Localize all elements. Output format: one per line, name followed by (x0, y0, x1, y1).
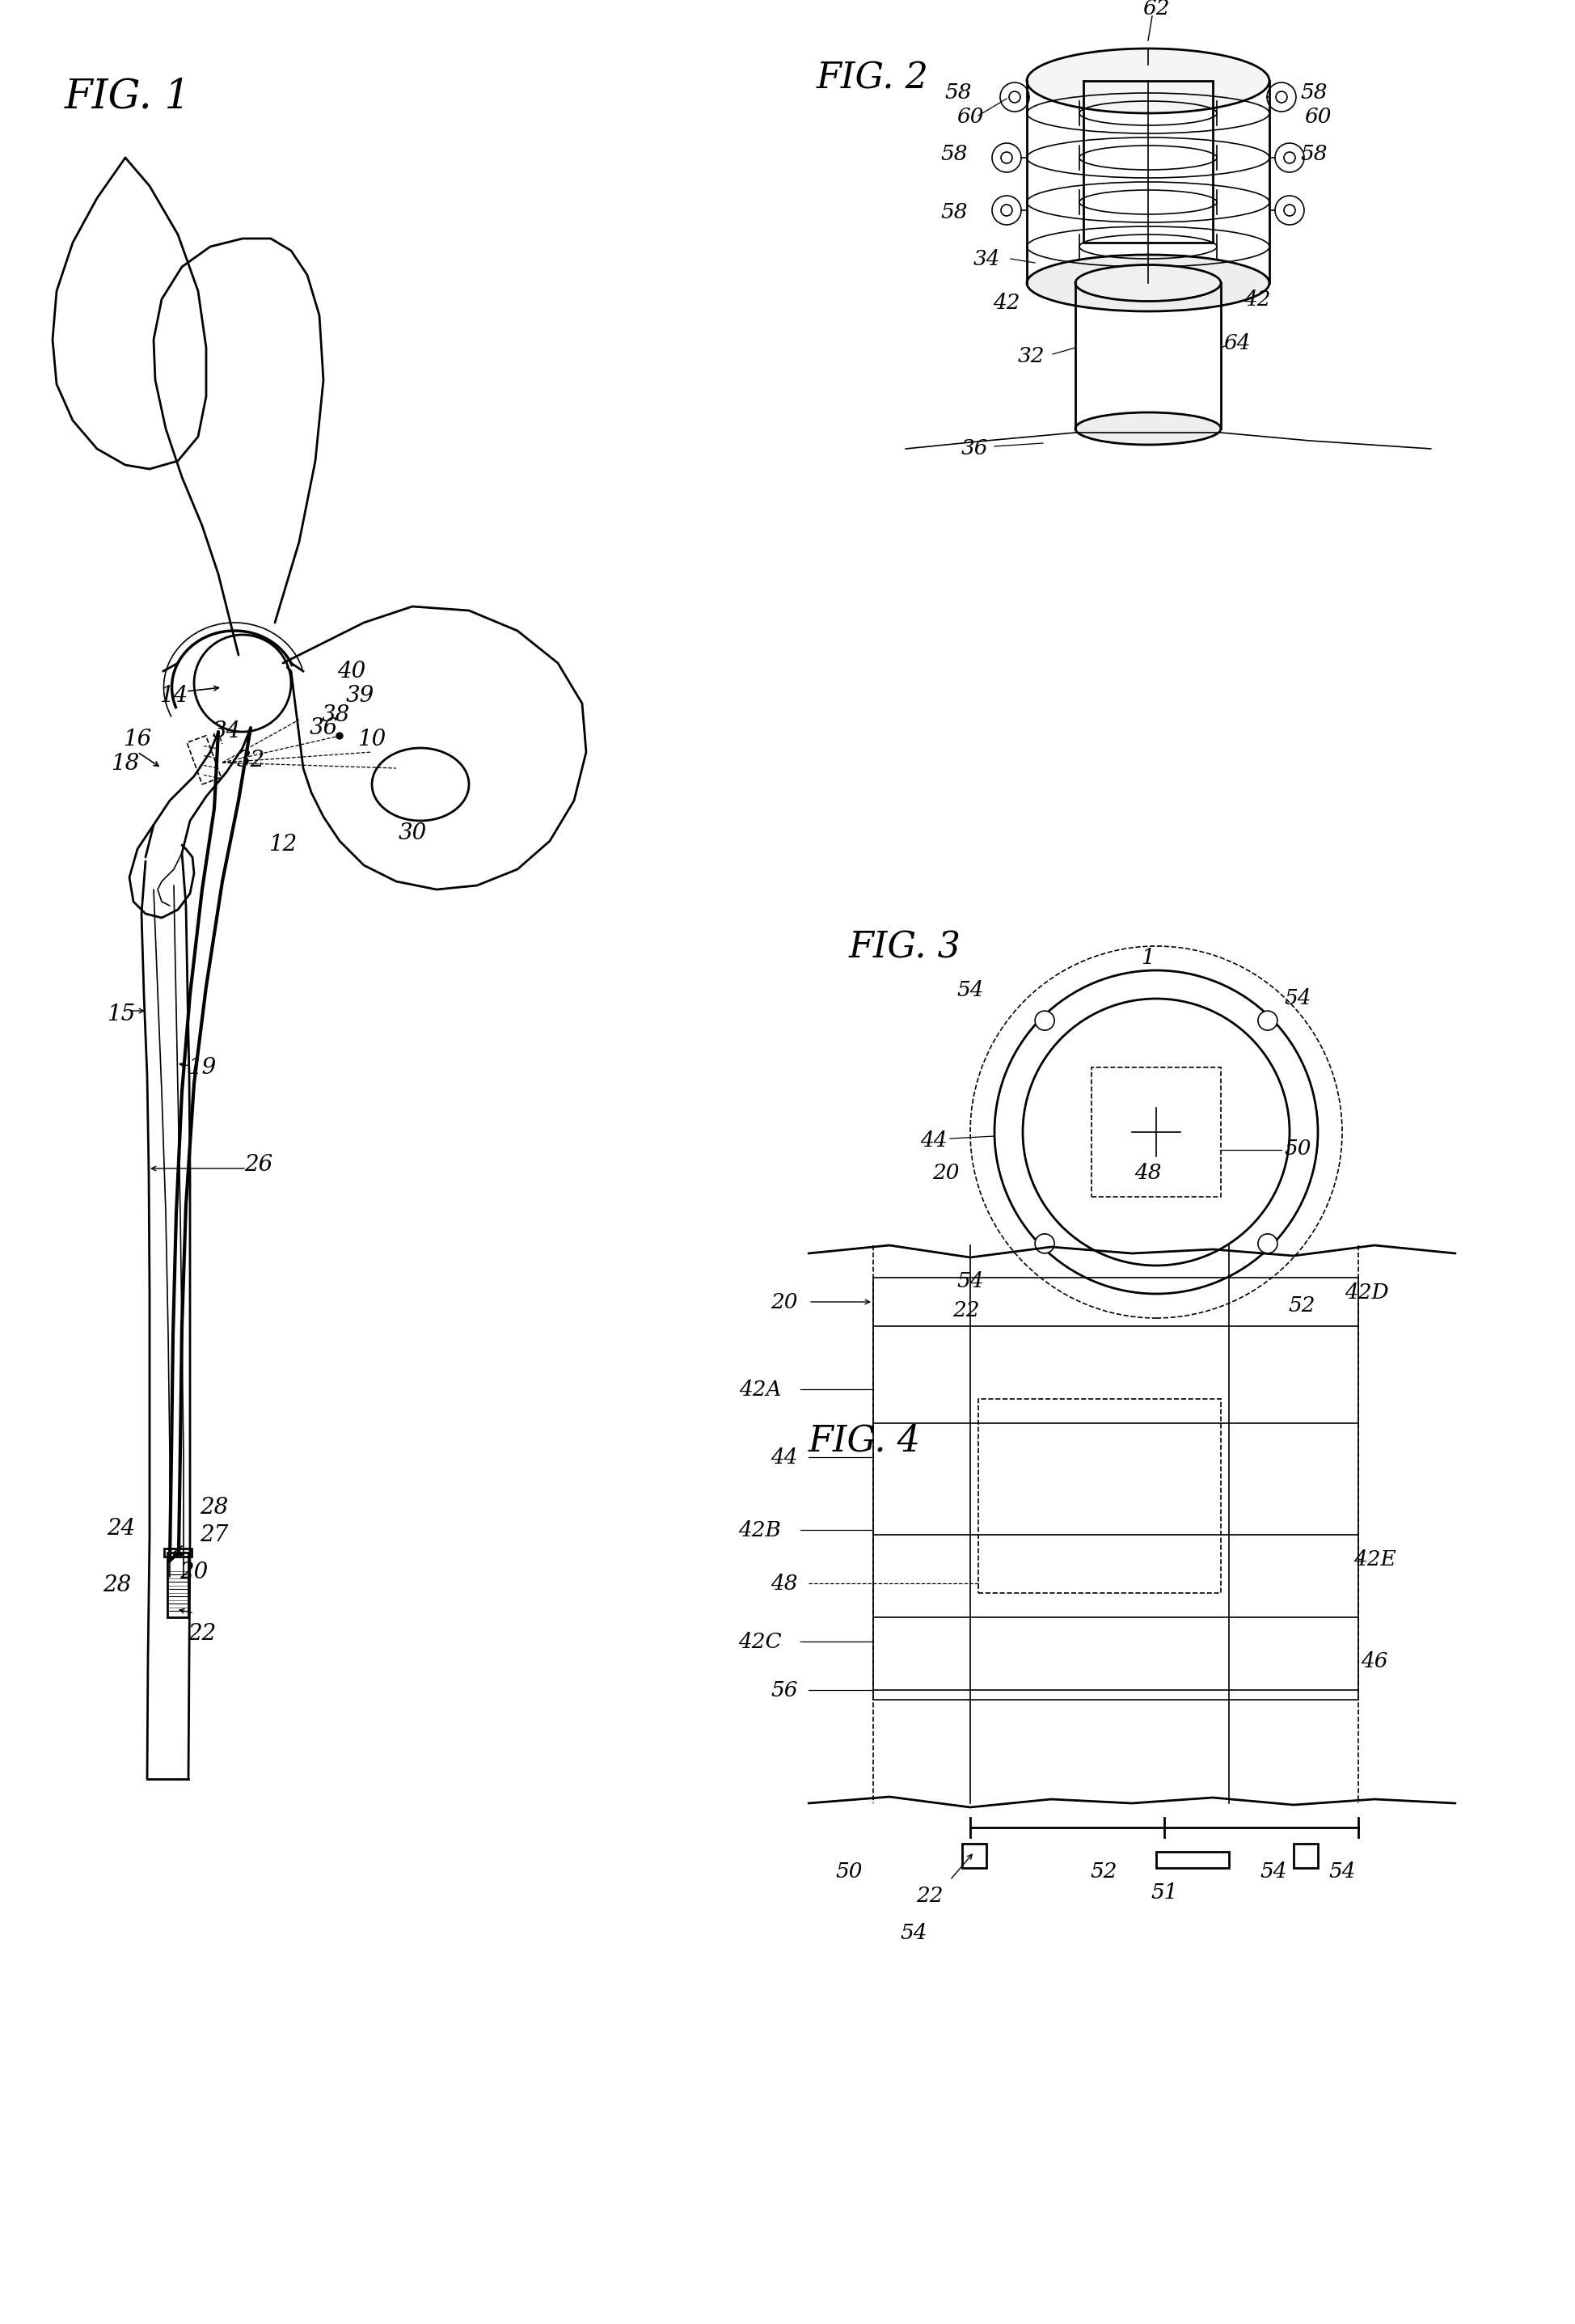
Text: 54: 54 (1329, 1862, 1356, 1882)
Text: 42A: 42A (739, 1378, 781, 1399)
Text: 40: 40 (337, 660, 365, 681)
Bar (187, 737, 220, 786)
Text: 26: 26 (244, 1153, 272, 1176)
Text: FIG. 2: FIG. 2 (816, 60, 929, 95)
Text: 14: 14 (159, 686, 187, 706)
Text: 1: 1 (1142, 948, 1154, 969)
Text: 15: 15 (107, 1004, 135, 1025)
Text: 24: 24 (107, 1518, 135, 1538)
Circle shape (992, 144, 1021, 172)
Circle shape (1266, 81, 1296, 112)
Text: 50: 50 (835, 1862, 863, 1882)
Text: 42B: 42B (739, 1520, 781, 1541)
Ellipse shape (1027, 256, 1269, 311)
Bar (167, 1552, 189, 1618)
Text: 12: 12 (269, 834, 298, 855)
Text: 58: 58 (1301, 144, 1328, 163)
Text: 39: 39 (345, 686, 373, 706)
Bar (164, 1548, 192, 1557)
Text: 50: 50 (1284, 1139, 1312, 1157)
Text: 22: 22 (187, 1622, 216, 1645)
Bar (1293, 1843, 1318, 1868)
Bar (1084, 81, 1213, 242)
Bar (1156, 1852, 1228, 1868)
Text: FIG. 3: FIG. 3 (849, 930, 961, 964)
Text: 56: 56 (770, 1680, 799, 1701)
Circle shape (337, 732, 343, 739)
Ellipse shape (1076, 411, 1221, 444)
Text: 52: 52 (1288, 1297, 1315, 1315)
Text: 28: 28 (102, 1573, 131, 1597)
Text: 20: 20 (770, 1292, 799, 1313)
Bar (1091, 1067, 1221, 1197)
Text: FIG. 4: FIG. 4 (808, 1422, 921, 1457)
Text: 60: 60 (1304, 107, 1331, 128)
Text: 32: 32 (236, 748, 265, 772)
Text: 58: 58 (940, 202, 967, 223)
Text: 54: 54 (956, 981, 984, 1002)
Text: 36: 36 (961, 439, 988, 458)
Text: 20: 20 (180, 1562, 208, 1583)
Text: 48: 48 (770, 1573, 799, 1594)
Circle shape (1000, 81, 1028, 112)
Circle shape (1035, 1234, 1054, 1253)
Text: 42E: 42E (1353, 1548, 1395, 1569)
Circle shape (1258, 1011, 1277, 1030)
Text: 54: 54 (1260, 1862, 1287, 1882)
Text: 22: 22 (917, 1887, 943, 1906)
Circle shape (992, 195, 1021, 225)
Text: 48: 48 (1134, 1162, 1162, 1183)
Text: 64: 64 (1224, 335, 1251, 353)
Text: 46: 46 (1361, 1650, 1388, 1671)
Circle shape (1035, 1011, 1054, 1030)
Text: FIG. 1: FIG. 1 (65, 77, 191, 116)
Text: 19: 19 (187, 1057, 216, 1078)
Text: 58: 58 (1301, 84, 1328, 102)
Text: 44: 44 (920, 1129, 948, 1150)
Text: 27: 27 (200, 1525, 228, 1545)
Circle shape (1276, 195, 1304, 225)
Ellipse shape (1027, 49, 1269, 114)
Bar (873, 1278, 1358, 1699)
Text: 34: 34 (973, 249, 1000, 270)
Text: 54: 54 (956, 1271, 984, 1292)
Text: 62: 62 (1142, 0, 1170, 19)
Text: 42: 42 (994, 293, 1021, 314)
Text: 34: 34 (213, 720, 241, 744)
Text: 42C: 42C (739, 1631, 781, 1652)
Text: 22: 22 (953, 1299, 980, 1320)
Ellipse shape (1076, 265, 1221, 302)
Bar (962, 1843, 986, 1868)
Text: 54: 54 (1284, 988, 1312, 1009)
Text: 32: 32 (1017, 346, 1044, 365)
Text: 30: 30 (398, 823, 427, 844)
Text: 44: 44 (770, 1448, 799, 1466)
Text: 60: 60 (956, 107, 984, 128)
Text: 28: 28 (200, 1497, 228, 1520)
Text: 18: 18 (112, 753, 140, 776)
Text: 58: 58 (945, 84, 972, 102)
Text: 10: 10 (358, 730, 386, 751)
Circle shape (1258, 1234, 1277, 1253)
Text: 42: 42 (1244, 288, 1271, 309)
Circle shape (1276, 144, 1304, 172)
Text: 38: 38 (321, 704, 350, 727)
Bar (978, 1399, 1221, 1592)
Text: 36: 36 (309, 716, 337, 739)
Text: 54: 54 (899, 1922, 928, 1943)
Text: 52: 52 (1090, 1862, 1117, 1882)
Text: 16: 16 (123, 730, 151, 751)
Text: 20: 20 (932, 1162, 959, 1183)
Text: 58: 58 (940, 144, 967, 163)
Text: 51: 51 (1151, 1882, 1178, 1903)
Text: 42D: 42D (1345, 1283, 1389, 1301)
